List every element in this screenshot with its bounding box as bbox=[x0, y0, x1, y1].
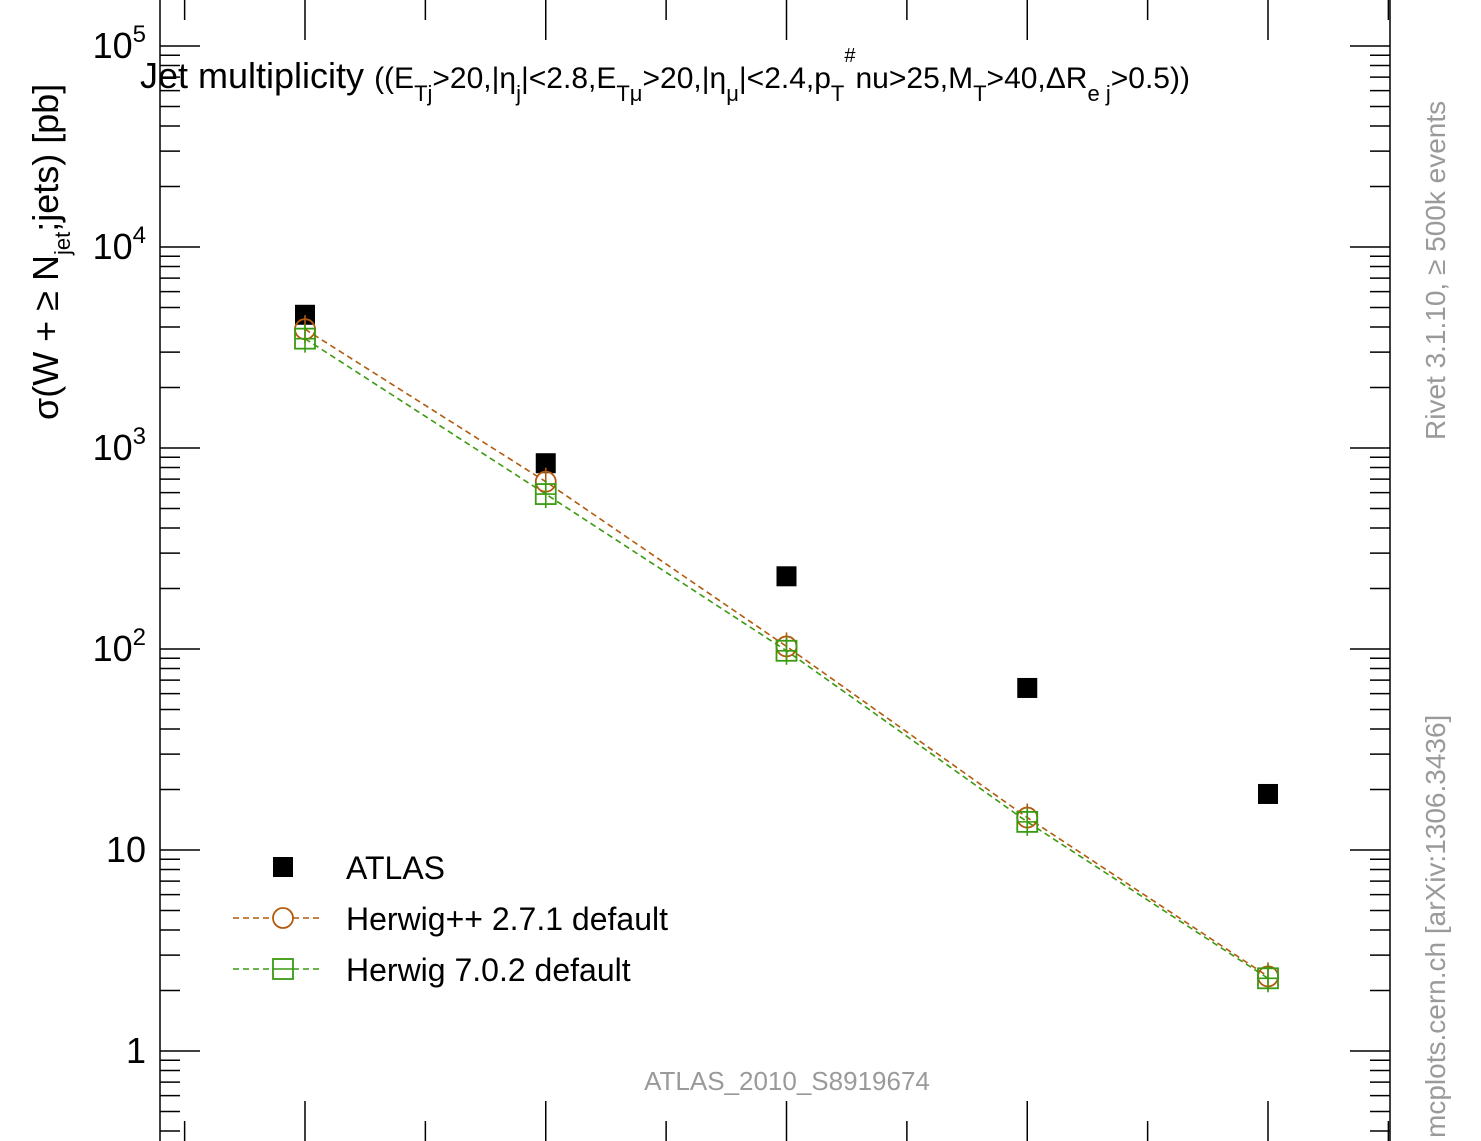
chart-title: Jet multiplicity ((ETj>20,|ηj|<2.8,ETμ>20… bbox=[140, 45, 1190, 106]
y-tick-label: 104 bbox=[93, 222, 146, 267]
data-point-atlas bbox=[776, 566, 797, 587]
legend: ATLAS Herwig++ 2.7.1 default Herwig 7.0.2 … bbox=[233, 850, 668, 988]
legend-label: Herwig 7.0.2 default bbox=[346, 952, 631, 988]
legend-marker-atlas bbox=[273, 857, 293, 877]
y-axis-ticks bbox=[160, 45, 1390, 1132]
side-text-bottom: mcplots.cern.ch [arXiv:1306.3436] bbox=[1420, 715, 1451, 1138]
analysis-annotation: ATLAS_2010_S8919674 bbox=[644, 1066, 930, 1096]
y-tick-label: 10 bbox=[106, 829, 146, 870]
data-point-atlas bbox=[535, 453, 556, 474]
legend-label: Herwig++ 2.7.1 default bbox=[346, 901, 668, 937]
data-point-atlas bbox=[1017, 677, 1038, 698]
plot-frame bbox=[159, 0, 1391, 1141]
y-axis-label: σ(W + ≥ Njet;jets) [pb] bbox=[25, 84, 75, 420]
y-tick-label: 1 bbox=[126, 1030, 146, 1071]
data-point-atlas bbox=[1258, 783, 1278, 804]
side-text-top: Rivet 3.1.10, ≥ 500k events bbox=[1420, 101, 1451, 440]
y-tick-label: 105 bbox=[93, 21, 146, 66]
legend-marker-herwigpp bbox=[272, 907, 294, 929]
y-tick-label: 103 bbox=[93, 423, 146, 468]
series-points bbox=[294, 304, 1279, 993]
y-tick-label: 102 bbox=[93, 624, 146, 669]
legend-label: ATLAS bbox=[346, 850, 445, 886]
x-axis-ticks bbox=[183, 0, 1390, 1141]
